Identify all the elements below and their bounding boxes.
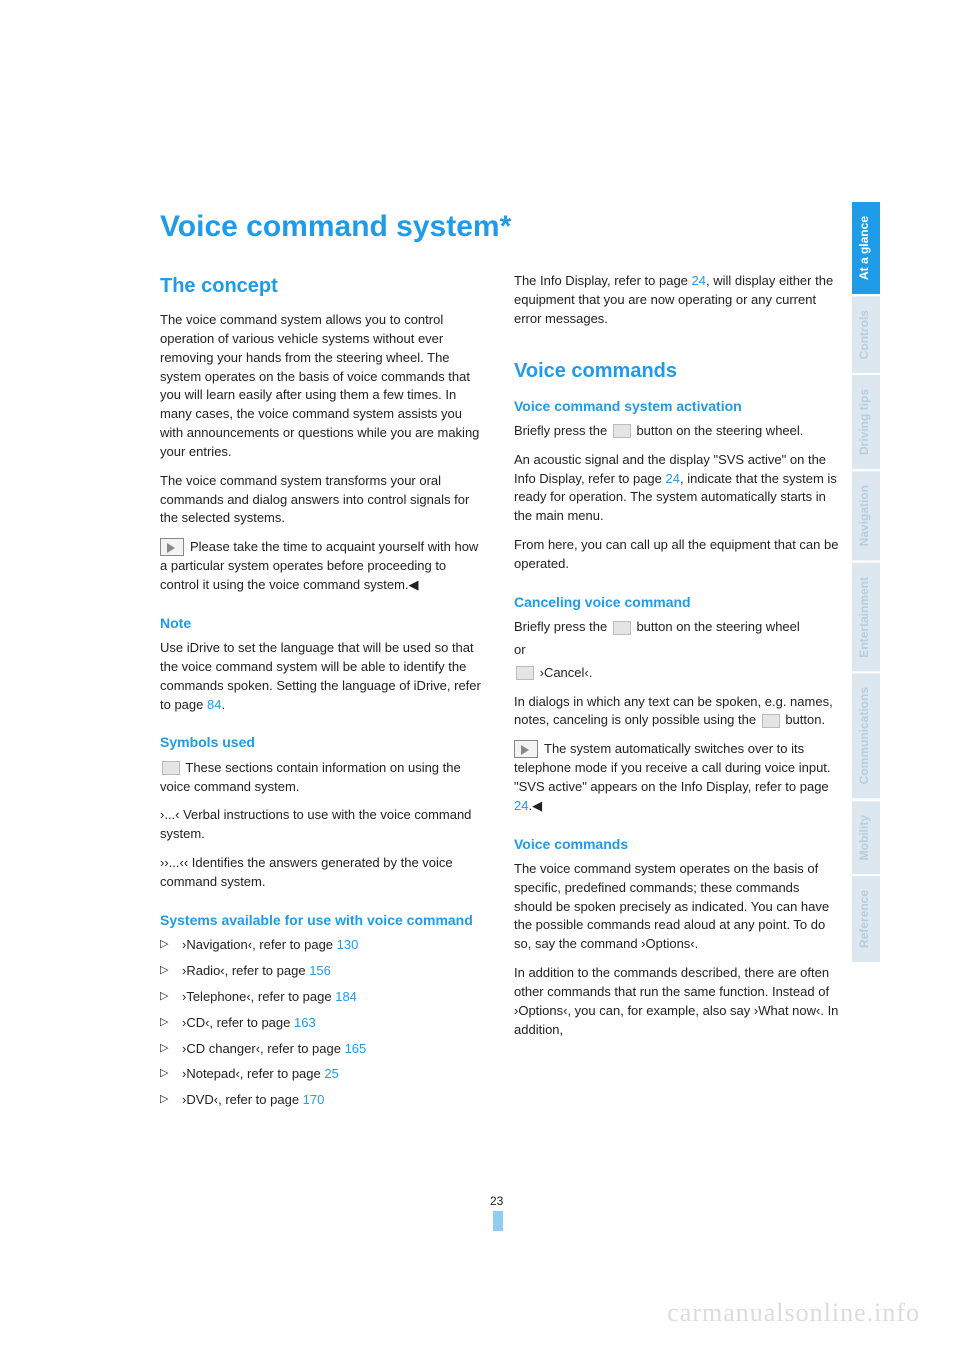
heading-cancel: Canceling voice command bbox=[514, 592, 840, 612]
system-item-6: ›DVD‹, refer to page 170 bbox=[160, 1091, 486, 1110]
system-item-4: ›CD changer‹, refer to page 165 bbox=[160, 1040, 486, 1059]
page-link-24c[interactable]: 24 bbox=[514, 798, 528, 813]
vc-p1: The voice command system operates on the… bbox=[514, 860, 840, 954]
page-link-24a[interactable]: 24 bbox=[692, 273, 706, 288]
activation-p3: From here, you can call up all the equip… bbox=[514, 536, 840, 574]
system-item-label: ›Telephone‹, refer to page bbox=[182, 989, 335, 1004]
cancel-p1-pre: Briefly press the bbox=[514, 619, 611, 634]
concept-p1: The voice command system allows you to c… bbox=[160, 311, 486, 462]
symbol-3: ››...‹‹ Identifies the answers generated… bbox=[160, 854, 486, 892]
cancel-or: or bbox=[514, 641, 840, 660]
system-item-label: ›Radio‹, refer to page bbox=[182, 963, 309, 978]
tab-controls[interactable]: Controls bbox=[852, 294, 880, 373]
section-tabs-sidebar: At a glanceControlsDriving tipsNavigatio… bbox=[852, 200, 880, 962]
right-column: The Info Display, refer to page 24, will… bbox=[514, 272, 840, 1117]
page-content: Voice command system* The concept The vo… bbox=[160, 210, 840, 1117]
activation-p1: Briefly press the button on the steering… bbox=[514, 422, 840, 441]
act-p1-post: button on the steering wheel. bbox=[633, 423, 804, 438]
heading-symbols: Symbols used bbox=[160, 732, 486, 752]
systems-list: ›Navigation‹, refer to page 130 ›Radio‹, … bbox=[160, 936, 486, 1110]
system-item-5: ›Notepad‹, refer to page 25 bbox=[160, 1065, 486, 1084]
page-number-text: 23 bbox=[490, 1194, 503, 1208]
tab-driving-tips[interactable]: Driving tips bbox=[852, 373, 880, 469]
cancel-note-pre: The system automatically switches over t… bbox=[514, 741, 831, 794]
cancel-p2: In dialogs in which any text can be spok… bbox=[514, 693, 840, 731]
tab-entertainment[interactable]: Entertainment bbox=[852, 561, 880, 672]
steering-button-icon-2 bbox=[613, 621, 631, 635]
symbol-2: ›...‹ Verbal instructions to use with th… bbox=[160, 806, 486, 844]
concept-p2: The voice command system transforms your… bbox=[160, 472, 486, 529]
right-intro: The Info Display, refer to page 24, will… bbox=[514, 272, 840, 329]
cancel-cmd-text: ›Cancel‹. bbox=[536, 665, 592, 680]
voice-icon bbox=[162, 761, 180, 775]
note-icon bbox=[160, 538, 184, 556]
note-icon-2 bbox=[514, 740, 538, 758]
page-link[interactable]: 163 bbox=[294, 1015, 316, 1030]
system-item-label: ›Notepad‹, refer to page bbox=[182, 1066, 324, 1081]
two-column-layout: The concept The voice command system all… bbox=[160, 272, 840, 1117]
concept-note: Please take the time to acquaint yoursel… bbox=[160, 538, 486, 595]
tab-navigation[interactable]: Navigation bbox=[852, 469, 880, 560]
tab-mobility[interactable]: Mobility bbox=[852, 799, 880, 874]
page-link[interactable]: 156 bbox=[309, 963, 331, 978]
page-title: Voice command system* bbox=[160, 210, 840, 244]
right-intro-pre: The Info Display, refer to page bbox=[514, 273, 692, 288]
tab-communications[interactable]: Communications bbox=[852, 671, 880, 798]
voice-icon-2 bbox=[516, 666, 534, 680]
heading-voice-commands: Voice commands bbox=[514, 357, 840, 386]
note-post: . bbox=[221, 697, 225, 712]
page-link-24b[interactable]: 24 bbox=[666, 471, 680, 486]
watermark: carmanualsonline.info bbox=[667, 1298, 920, 1328]
page-link-84[interactable]: 84 bbox=[207, 697, 221, 712]
page-link[interactable]: 184 bbox=[335, 989, 357, 1004]
tab-at-a-glance[interactable]: At a glance bbox=[852, 200, 880, 294]
page-number-marker bbox=[493, 1211, 503, 1231]
page-link[interactable]: 165 bbox=[345, 1041, 367, 1056]
page-number: 23 bbox=[490, 1194, 503, 1208]
cancel-note-post: .◀ bbox=[528, 798, 542, 813]
symbol-1-text: These sections contain information on us… bbox=[160, 760, 461, 794]
left-column: The concept The voice command system all… bbox=[160, 272, 486, 1117]
page-link[interactable]: 25 bbox=[324, 1066, 338, 1081]
vc-p2: In addition to the commands described, t… bbox=[514, 964, 840, 1039]
heading-activation: Voice command system activation bbox=[514, 396, 840, 416]
page-link[interactable]: 130 bbox=[337, 937, 359, 952]
system-item-label: ›CD changer‹, refer to page bbox=[182, 1041, 345, 1056]
system-item-0: ›Navigation‹, refer to page 130 bbox=[160, 936, 486, 955]
system-item-2: ›Telephone‹, refer to page 184 bbox=[160, 988, 486, 1007]
steering-button-icon-3 bbox=[762, 714, 780, 728]
concept-note-text: Please take the time to acquaint yoursel… bbox=[160, 539, 478, 592]
heading-systems: Systems available for use with voice com… bbox=[160, 910, 486, 930]
heading-note: Note bbox=[160, 613, 486, 633]
system-item-label: ›DVD‹, refer to page bbox=[182, 1092, 303, 1107]
heading-concept: The concept bbox=[160, 272, 486, 301]
act-p1-pre: Briefly press the bbox=[514, 423, 611, 438]
heading-vc: Voice commands bbox=[514, 834, 840, 854]
activation-p2: An acoustic signal and the display "SVS … bbox=[514, 451, 840, 526]
cancel-note: The system automatically switches over t… bbox=[514, 740, 840, 815]
tab-reference[interactable]: Reference bbox=[852, 874, 880, 962]
cancel-cmd: ›Cancel‹. bbox=[514, 664, 840, 683]
page-link[interactable]: 170 bbox=[303, 1092, 325, 1107]
steering-button-icon bbox=[613, 424, 631, 438]
cancel-p1: Briefly press the button on the steering… bbox=[514, 618, 840, 637]
symbol-1: These sections contain information on us… bbox=[160, 759, 486, 797]
system-item-1: ›Radio‹, refer to page 156 bbox=[160, 962, 486, 981]
system-item-label: ›Navigation‹, refer to page bbox=[182, 937, 337, 952]
system-item-3: ›CD‹, refer to page 163 bbox=[160, 1014, 486, 1033]
cancel-p1-post: button on the steering wheel bbox=[633, 619, 800, 634]
cancel-p2-post: button. bbox=[782, 712, 825, 727]
system-item-label: ›CD‹, refer to page bbox=[182, 1015, 294, 1030]
note-paragraph: Use iDrive to set the language that will… bbox=[160, 639, 486, 714]
